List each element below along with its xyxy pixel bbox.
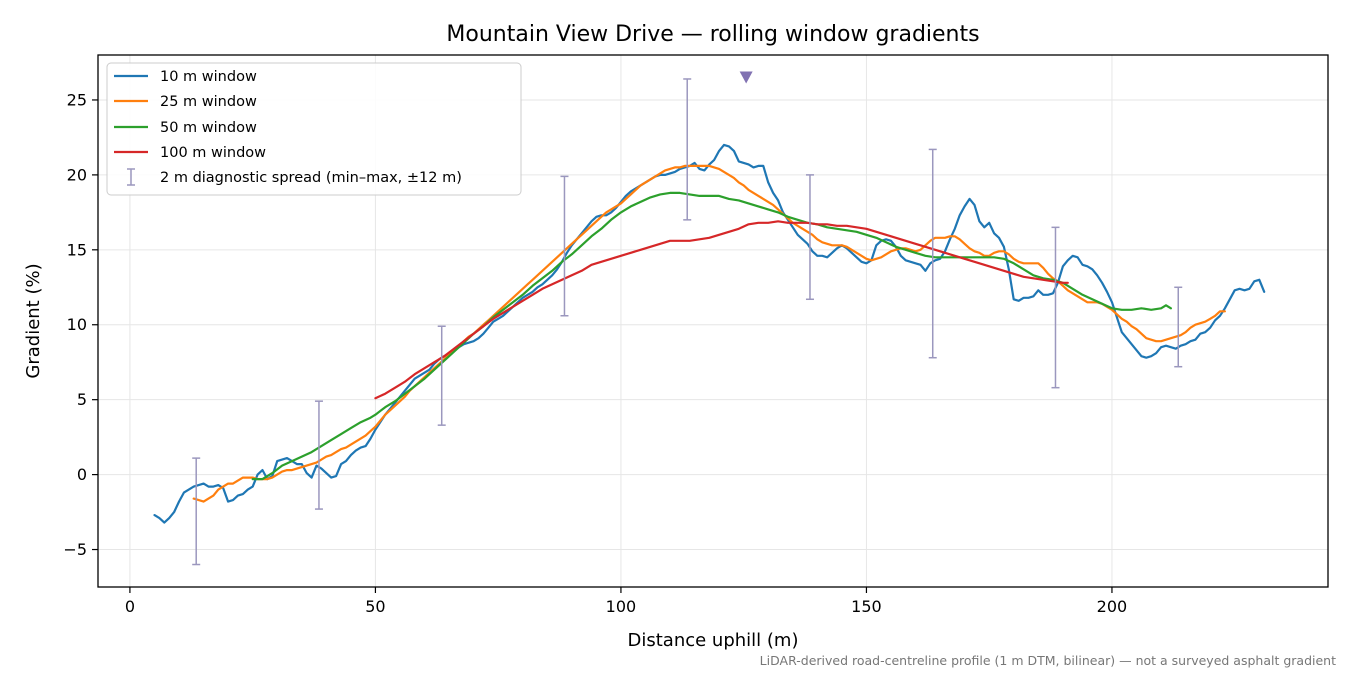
chart-title: Mountain View Drive — rolling window gra… (446, 22, 979, 47)
legend-entry-label: 50 m window (160, 120, 257, 136)
y-tick-label: −5 (63, 540, 87, 559)
y-tick-label: 5 (77, 390, 87, 409)
peak-marker-triangle (739, 71, 753, 84)
legend: 10 m window 25 m window 50 m window 100 m w… (106, 62, 522, 196)
x-tick-label: 50 (365, 597, 385, 616)
y-tick-label: 20 (67, 165, 87, 184)
errorbars (192, 78, 1183, 566)
series-line-25-m-window (192, 164, 1226, 503)
legend-box (106, 62, 522, 196)
x-tick-label: 0 (125, 597, 135, 616)
footnote: LiDAR-derived road-centreline profile (1… (760, 653, 1336, 668)
series-lines (153, 143, 1266, 524)
series-line-100-m-window (374, 220, 1069, 400)
y-axis-ticks: −5 0 5 10 15 20 25 (63, 90, 98, 559)
legend-entry-label: 10 m window (160, 69, 257, 85)
y-tick-label: 25 (67, 90, 87, 109)
y-tick-label: 10 (67, 315, 87, 334)
x-tick-label: 200 (1097, 597, 1128, 616)
series-line-10-m-window (153, 143, 1266, 524)
y-tick-label: 15 (67, 240, 87, 259)
x-axis-label: Distance uphill (m) (628, 630, 799, 651)
plot-frame (97, 54, 1329, 588)
x-tick-label: 100 (606, 597, 637, 616)
legend-entry-label: 100 m window (160, 145, 266, 161)
legend-entry-label: 25 m window (160, 94, 257, 110)
series-line-50-m-window (251, 191, 1172, 481)
x-axis-ticks: 0 50 100 150 200 (125, 587, 1127, 616)
markers (739, 71, 753, 84)
legend-entry-label: 2 m diagnostic spread (min–max, ±12 m) (160, 170, 462, 186)
y-tick-label: 0 (77, 465, 87, 484)
y-axis-label: Gradient (%) (23, 263, 44, 378)
x-tick-label: 150 (851, 597, 882, 616)
